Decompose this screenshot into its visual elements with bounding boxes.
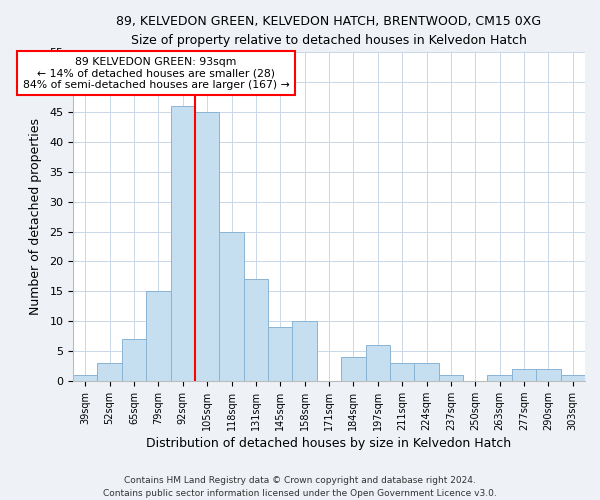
Bar xyxy=(560,375,585,381)
Bar xyxy=(439,375,463,381)
Bar xyxy=(512,369,536,381)
Bar xyxy=(244,280,268,381)
Bar xyxy=(415,363,439,381)
Bar xyxy=(146,291,170,381)
Bar xyxy=(536,369,560,381)
Bar xyxy=(292,321,317,381)
Bar xyxy=(341,357,365,381)
Bar xyxy=(122,339,146,381)
Text: Contains HM Land Registry data © Crown copyright and database right 2024.
Contai: Contains HM Land Registry data © Crown c… xyxy=(103,476,497,498)
Bar xyxy=(390,363,415,381)
Text: 89 KELVEDON GREEN: 93sqm
← 14% of detached houses are smaller (28)
84% of semi-d: 89 KELVEDON GREEN: 93sqm ← 14% of detach… xyxy=(23,56,289,90)
X-axis label: Distribution of detached houses by size in Kelvedon Hatch: Distribution of detached houses by size … xyxy=(146,437,512,450)
Bar xyxy=(487,375,512,381)
Y-axis label: Number of detached properties: Number of detached properties xyxy=(29,118,42,315)
Bar xyxy=(220,232,244,381)
Bar xyxy=(97,363,122,381)
Bar xyxy=(73,375,97,381)
Title: 89, KELVEDON GREEN, KELVEDON HATCH, BRENTWOOD, CM15 0XG
Size of property relativ: 89, KELVEDON GREEN, KELVEDON HATCH, BREN… xyxy=(116,15,542,47)
Bar xyxy=(365,345,390,381)
Bar xyxy=(170,106,195,381)
Bar xyxy=(195,112,220,381)
Bar xyxy=(268,327,292,381)
